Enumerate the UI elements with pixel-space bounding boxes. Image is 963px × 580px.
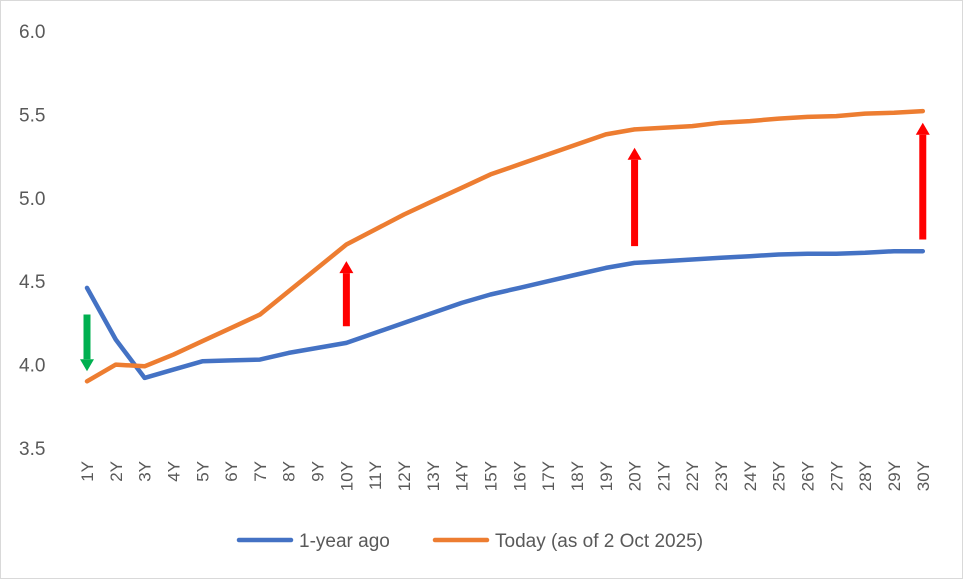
y-tick-label: 5.5	[19, 105, 45, 126]
arrow-head	[915, 122, 930, 135]
x-tick-label: 6Y	[222, 461, 241, 482]
arrow-head	[80, 359, 94, 372]
series-line-0	[84, 248, 926, 381]
y-tick-label: 3.5	[19, 439, 45, 460]
x-tick-label: 5Y	[193, 461, 212, 482]
arrow-up-10Y	[339, 261, 354, 327]
series-layer	[84, 108, 926, 384]
y-tick-label: 4.5	[19, 272, 45, 293]
y-axis: 3.5 4.0 4.5 5.0 5.5 6.0	[19, 22, 45, 460]
x-tick-label: 20Y	[626, 461, 645, 491]
x-tick-label: 29Y	[885, 461, 904, 491]
x-tick-label: 21Y	[654, 461, 673, 491]
x-tick-label: 9Y	[309, 461, 328, 482]
x-tick-label: 24Y	[741, 461, 760, 491]
x-tick-label: 12Y	[395, 461, 414, 491]
arrow-up-30Y	[915, 122, 930, 240]
x-tick-label: 26Y	[799, 461, 818, 491]
x-tick-label: 18Y	[568, 461, 587, 491]
x-tick-label: 22Y	[683, 461, 702, 491]
series-line-1	[84, 108, 926, 384]
legend-label: 1-year ago	[299, 531, 390, 552]
y-tick-label: 4.0	[19, 356, 45, 377]
arrow-down-1Y	[80, 314, 94, 372]
y-tick-label: 6.0	[19, 22, 45, 43]
x-tick-label: 13Y	[424, 461, 443, 491]
x-tick-label: 8Y	[280, 461, 299, 482]
x-tick-label: 15Y	[481, 461, 500, 491]
arrow-head	[627, 147, 642, 160]
x-tick-label: 14Y	[453, 461, 472, 491]
annotation-layer	[80, 122, 930, 372]
x-tick-label: 4Y	[164, 461, 183, 482]
legend: 1-year ago Today (as of 2 Oct 2025)	[236, 531, 703, 552]
x-tick-label: 19Y	[597, 461, 616, 491]
x-tick-label: 7Y	[251, 461, 270, 482]
x-tick-label: 25Y	[770, 461, 789, 491]
x-tick-label: 17Y	[539, 461, 558, 491]
x-tick-label: 11Y	[366, 461, 385, 490]
x-axis: 1Y 2Y 3Y 4Y 5Y 6Y 7Y 8Y 9Y 10Y 11Y 12Y 13Y 14Y 15Y 16Y 1…	[78, 461, 933, 491]
x-tick-label: 10Y	[337, 461, 356, 491]
arrow-up-20Y	[627, 147, 642, 247]
x-tick-label: 2Y	[107, 461, 126, 482]
arrow-head	[339, 261, 354, 274]
x-tick-label: 16Y	[510, 461, 529, 491]
x-tick-label: 28Y	[856, 461, 875, 491]
x-tick-label: 23Y	[712, 461, 731, 491]
x-tick-label: 3Y	[136, 461, 155, 482]
legend-item-0: 1-year ago	[236, 531, 390, 552]
x-tick-label: 1Y	[78, 461, 97, 482]
legend-item-1: Today (as of 2 Oct 2025)	[432, 531, 703, 552]
x-tick-label: 27Y	[827, 461, 846, 491]
y-tick-label: 5.0	[19, 189, 45, 210]
legend-label: Today (as of 2 Oct 2025)	[495, 531, 703, 552]
x-tick-label: 30Y	[914, 461, 933, 491]
